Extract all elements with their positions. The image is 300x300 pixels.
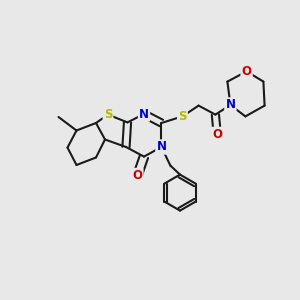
- Text: N: N: [225, 98, 236, 112]
- Text: O: O: [212, 128, 222, 141]
- Text: S: S: [178, 110, 187, 123]
- Text: O: O: [242, 65, 252, 78]
- Text: O: O: [132, 169, 142, 182]
- Text: S: S: [104, 108, 112, 121]
- Text: N: N: [156, 140, 167, 154]
- Text: N: N: [139, 107, 149, 121]
